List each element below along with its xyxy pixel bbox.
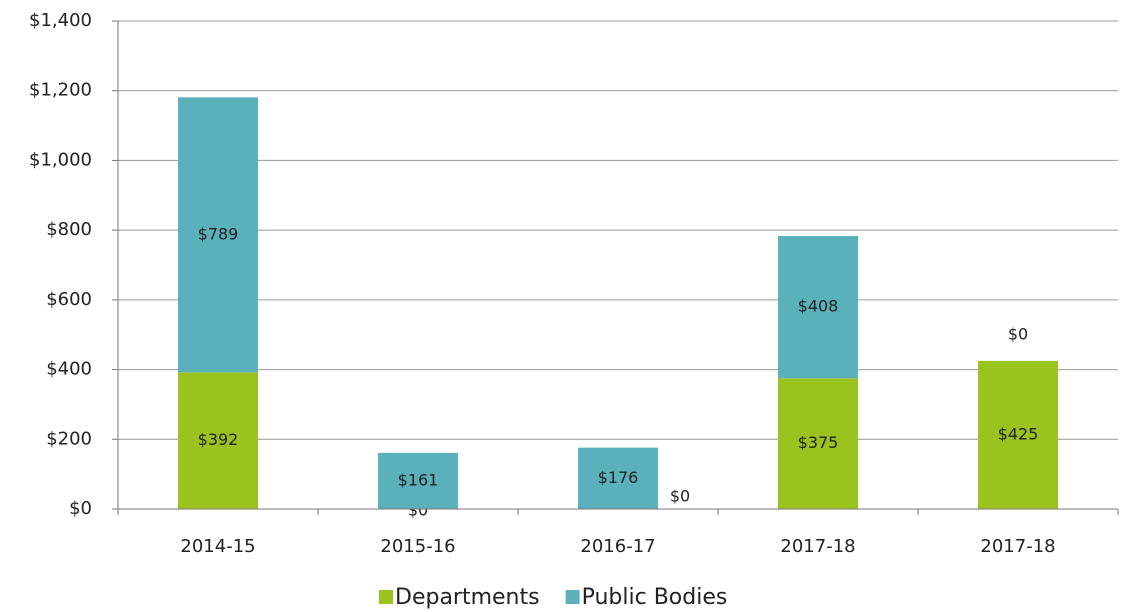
y-tick-label: $0 bbox=[69, 498, 92, 519]
legend-swatch bbox=[565, 590, 580, 604]
bar-segment bbox=[178, 372, 258, 509]
bar-segment bbox=[778, 378, 858, 509]
y-tick-label: $200 bbox=[46, 428, 92, 449]
y-tick-label: $800 bbox=[46, 219, 92, 240]
bar-segment bbox=[578, 447, 658, 509]
bar-segment bbox=[778, 236, 858, 379]
value-label: $0 bbox=[670, 487, 690, 506]
bar-segment bbox=[178, 97, 258, 373]
y-tick-label: $400 bbox=[46, 359, 92, 380]
x-tick-label: 2014-15 bbox=[180, 536, 255, 557]
value-label: $176 bbox=[598, 468, 639, 487]
value-label: $375 bbox=[798, 433, 839, 452]
value-label: $425 bbox=[998, 424, 1039, 443]
value-label: $789 bbox=[198, 224, 239, 243]
bar-segment bbox=[978, 360, 1058, 509]
value-label: $408 bbox=[798, 297, 839, 316]
y-tick-label: $1,200 bbox=[29, 80, 92, 101]
bar-segment bbox=[378, 452, 458, 509]
y-tick-label: $1,400 bbox=[29, 10, 92, 31]
value-label: $392 bbox=[198, 430, 239, 449]
value-label: $0 bbox=[1008, 324, 1028, 343]
y-tick-label: $1,000 bbox=[29, 149, 92, 170]
x-tick-label: 2017-18 bbox=[980, 536, 1055, 557]
legend-label: Public Bodies bbox=[582, 585, 728, 610]
y-tick-label: $600 bbox=[46, 289, 92, 310]
x-tick-label: 2017-18 bbox=[780, 536, 855, 557]
x-tick-label: 2015-16 bbox=[380, 536, 455, 557]
x-tick-label: 2016-17 bbox=[580, 536, 655, 557]
legend-swatch bbox=[379, 590, 393, 604]
value-label: $161 bbox=[398, 470, 439, 489]
legend-label: Departments bbox=[395, 585, 540, 610]
